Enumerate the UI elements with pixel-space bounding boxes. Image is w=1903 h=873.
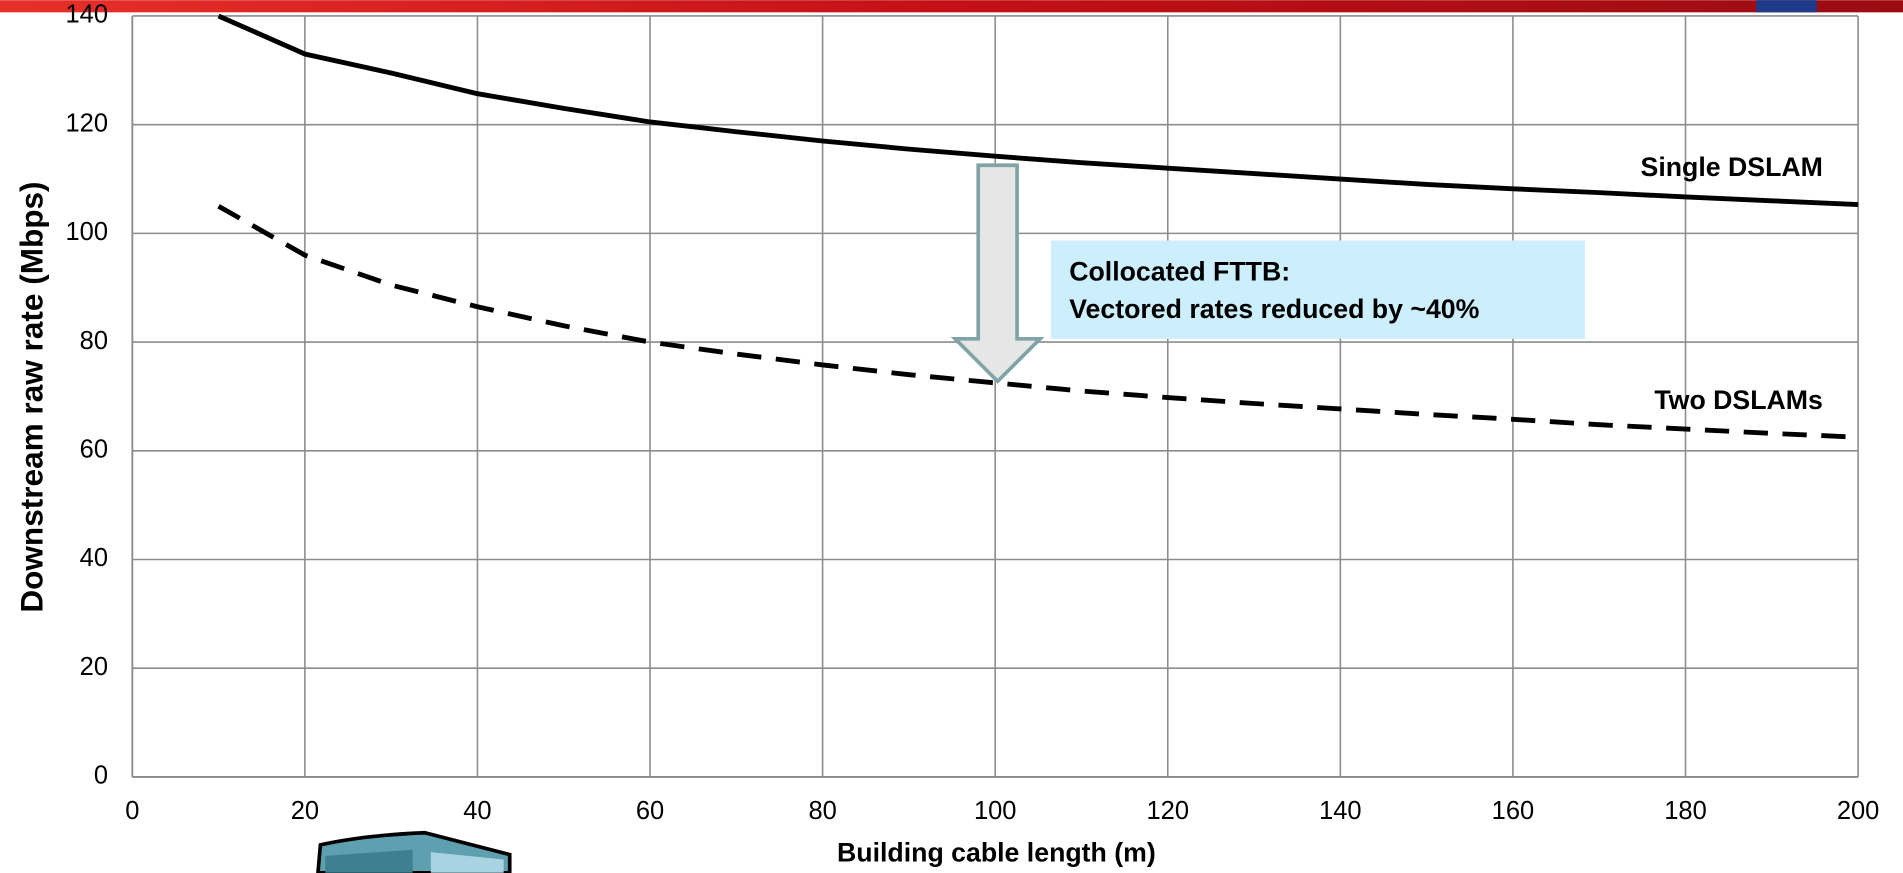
x-axis-title: Building cable length (m) [837,838,1156,868]
x-tick-label: 0 [125,797,139,825]
series-line [217,13,1859,208]
x-tick-label: 40 [463,797,491,825]
y-tick-label: 60 [80,436,108,464]
x-tick-label: 160 [1492,797,1535,825]
y-tick-label: 40 [80,544,108,572]
y-tick-label: 80 [80,327,108,355]
y-tick-label: 140 [66,1,108,29]
x-tick-label: 180 [1664,797,1707,825]
building-icon [316,830,512,873]
x-tick-label: 120 [1147,797,1189,825]
series-label: Two DSLAMs [1654,385,1823,415]
header-accent [1756,0,1817,13]
annotation-text: Collocated FTTB: [1069,256,1290,286]
x-tick-label: 140 [1319,797,1362,825]
y-tick-label: 20 [80,653,108,681]
series-label: Single DSLAM [1641,152,1823,182]
y-tick-label: 120 [66,109,108,137]
annotation-arrow [950,163,1045,384]
x-tick-label: 200 [1837,797,1880,825]
header-banner [0,0,1903,13]
annotation-text: Vectored rates reduced by ~40% [1069,294,1479,324]
x-tick-label: 60 [636,797,664,825]
y-tick-label: 100 [66,218,108,246]
x-tick-label: 100 [974,797,1017,825]
annotation-box [1051,240,1586,339]
x-tick-label: 20 [291,797,319,825]
y-axis-title: Downstream raw rate (Mbps) [13,181,49,612]
x-tick-label: 80 [808,797,836,825]
series-line [217,204,1859,440]
y-tick-label: 0 [94,762,108,790]
